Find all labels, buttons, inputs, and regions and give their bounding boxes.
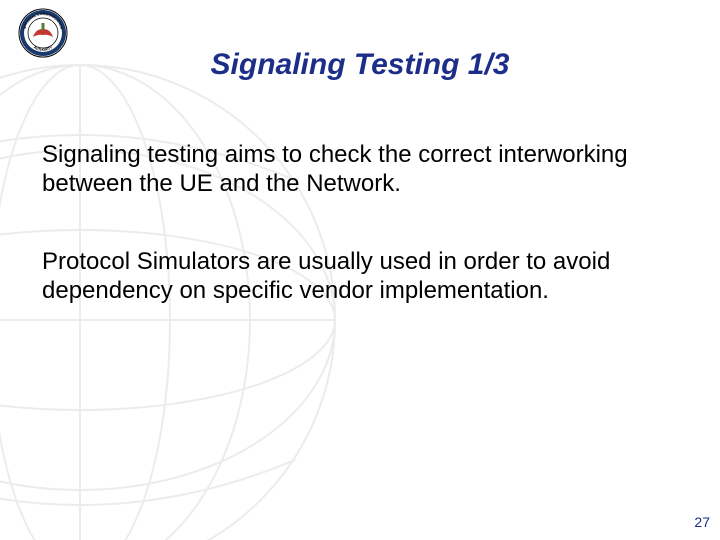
slide-body: Signaling testing aims to check the corr… <box>42 140 662 353</box>
paragraph-1: Signaling testing aims to check the corr… <box>42 140 662 199</box>
paragraph-2: Protocol Simulators are usually used in … <box>42 247 662 306</box>
slide-title: Signaling Testing 1/3 <box>0 48 720 82</box>
page-number: 27 <box>694 514 710 530</box>
